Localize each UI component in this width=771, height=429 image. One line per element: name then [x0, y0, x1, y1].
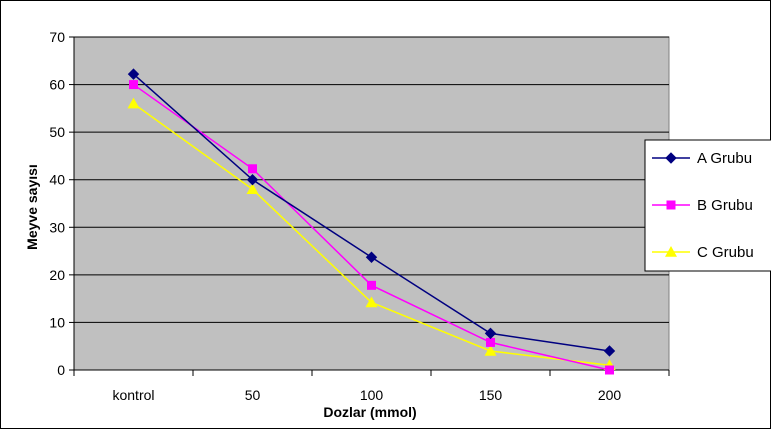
x-tick-label: 50	[245, 387, 261, 403]
data-point	[246, 174, 259, 186]
data-point	[484, 344, 497, 356]
data-point	[127, 97, 140, 109]
legend-label: A Grubu	[697, 150, 752, 167]
y-tick-label: 50	[49, 124, 65, 140]
data-point	[365, 296, 378, 308]
y-tick-label: 30	[49, 219, 65, 235]
legend-item: C Grubu	[652, 244, 754, 261]
y-tick-label: 70	[49, 29, 65, 45]
x-tick-label: 100	[360, 387, 384, 403]
data-point	[129, 80, 138, 90]
data-point	[486, 337, 495, 347]
y-tick-label: 0	[57, 362, 65, 378]
legend-item: B Grubu	[652, 197, 753, 214]
legend-label: B Grubu	[697, 197, 753, 214]
plot-area	[73, 36, 670, 371]
x-tick-label: kontrol	[112, 387, 154, 403]
data-point	[603, 345, 616, 357]
data-point	[367, 280, 376, 290]
legend-item: A Grubu	[652, 150, 752, 167]
y-axis-title: Meyve sayısı	[24, 164, 40, 250]
x-tick-label: 200	[598, 387, 622, 403]
axes	[69, 36, 670, 376]
legend-marker	[666, 200, 676, 210]
data-point	[127, 68, 140, 80]
y-tick-labels: 0 10 20 30 40 50 60 70	[49, 29, 65, 378]
x-tick-label: 150	[479, 387, 503, 403]
y-tick-label: 60	[49, 77, 65, 93]
data-point	[484, 327, 497, 340]
data-point	[246, 183, 259, 195]
legend: A Grubu B Grubu C Grubu	[644, 139, 771, 272]
legend-marker	[665, 152, 677, 164]
plot-background	[73, 36, 670, 371]
series-a-grubu	[127, 68, 616, 357]
y-tick-label: 40	[49, 172, 65, 188]
y-tick-label: 10	[49, 314, 65, 330]
x-axis-title: Dozlar (mmol)	[323, 404, 416, 420]
series-c-grubu	[127, 97, 616, 371]
legend-marker	[665, 246, 677, 257]
y-tick-label: 20	[49, 267, 65, 283]
series-b-grubu	[129, 80, 614, 375]
x-tick-labels: kontrol 50 100 150 200	[112, 387, 621, 403]
data-point	[605, 365, 614, 375]
legend-label: C Grubu	[697, 244, 754, 261]
series-layer	[127, 68, 616, 375]
data-point	[248, 164, 257, 174]
data-point	[365, 251, 378, 263]
